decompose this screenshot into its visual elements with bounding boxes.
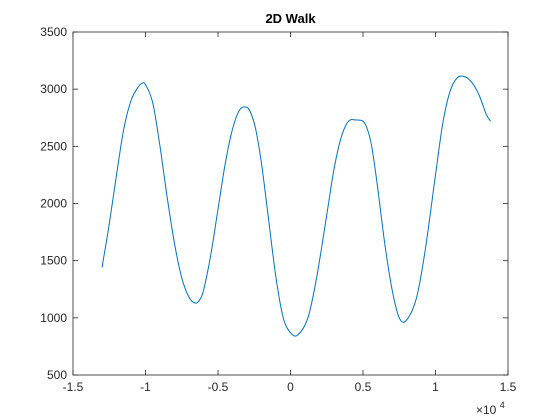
x-tick-label: 0.5 (355, 380, 372, 394)
data-layer (101, 75, 492, 337)
data-point (348, 121, 349, 122)
data-point (425, 249, 426, 250)
data-point (160, 146, 161, 147)
data-point (261, 163, 262, 164)
data-point (141, 83, 142, 84)
y-tick-label: 3500 (40, 25, 67, 39)
data-point (210, 254, 211, 255)
data-point (181, 277, 182, 278)
data-point (316, 277, 317, 278)
data-point (152, 102, 153, 103)
y-tick-label: 500 (47, 368, 67, 382)
y-tick-label: 1500 (40, 254, 67, 268)
data-point (203, 290, 204, 291)
x-tick-label: -1 (140, 380, 151, 394)
y-tick-label: 2000 (40, 197, 67, 211)
data-point (225, 163, 226, 164)
x-axis-exponent-power: 4 (500, 400, 505, 410)
data-point (102, 267, 103, 268)
data-point (194, 302, 195, 303)
data-point (464, 76, 465, 77)
data-point (450, 91, 451, 92)
data-point (392, 289, 393, 290)
data-point (123, 129, 124, 130)
data-point (167, 197, 168, 198)
data-point (399, 317, 400, 318)
data-point (138, 86, 139, 87)
data-point (355, 120, 356, 121)
y-tick-label: 1000 (40, 311, 67, 325)
y-tick-label: 2500 (40, 139, 67, 153)
data-point (268, 220, 269, 221)
data-point (367, 129, 368, 130)
data-point (131, 100, 132, 101)
data-point (276, 277, 277, 278)
data-point (442, 123, 443, 124)
data-point (371, 146, 372, 147)
data-point (384, 243, 385, 244)
x-tick-label: 1.5 (500, 380, 517, 394)
data-point (247, 107, 248, 108)
data-point (326, 214, 327, 215)
data-point (290, 332, 291, 333)
x-axis-exponent-label: ×10 4 (476, 400, 505, 417)
data-point (199, 300, 200, 301)
data-point (406, 320, 407, 321)
data-point (486, 114, 487, 115)
data-point (377, 186, 378, 187)
data-point (145, 84, 146, 85)
data-point (189, 297, 190, 298)
data-point (239, 109, 240, 110)
data-point (363, 121, 364, 122)
data-point (479, 94, 480, 95)
data-point (341, 137, 342, 138)
data-point (334, 169, 335, 170)
series-line (101, 75, 492, 337)
data-point (116, 174, 117, 175)
x-tick-label: -0.5 (208, 380, 229, 394)
data-point (251, 114, 252, 115)
x-tick-label: 0 (287, 380, 294, 394)
x-tick-label: 1 (432, 380, 439, 394)
data-point (218, 209, 219, 210)
data-point (490, 121, 491, 122)
data-point (283, 317, 284, 318)
data-point (307, 317, 308, 318)
plot-area (73, 32, 508, 375)
data-point (232, 129, 233, 130)
chart-title: 2D Walk (265, 11, 316, 26)
data-point (471, 82, 472, 83)
data-point (255, 129, 256, 130)
y-tick-label: 3000 (40, 82, 67, 96)
x-tick-label: -1.5 (63, 380, 84, 394)
tick-layer: -1.5 -1 -0.5 0 0.5 1 1.5 500 1000 1500 2000 2500 300… (40, 25, 516, 394)
data-point (457, 77, 458, 78)
data-point (297, 334, 298, 335)
data-point (435, 174, 436, 175)
data-point (174, 243, 175, 244)
x-axis-exponent-base: ×10 (476, 403, 497, 417)
data-point (416, 297, 417, 298)
data-point (109, 224, 110, 225)
